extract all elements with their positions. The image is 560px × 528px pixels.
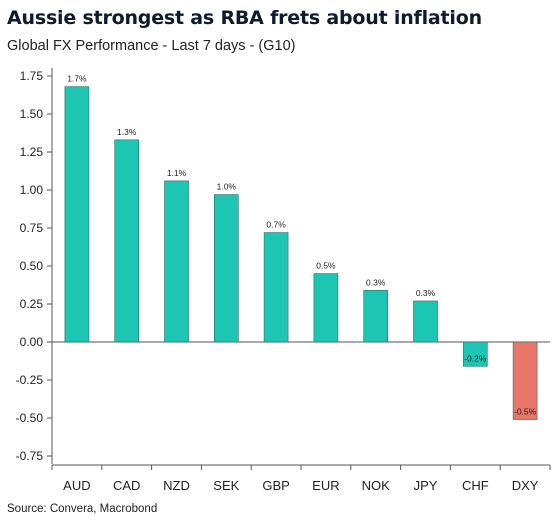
y-tick-label: -0.50 xyxy=(16,411,44,425)
y-tick-label: 0.75 xyxy=(20,221,44,235)
data-label-sek: 1.0% xyxy=(217,182,237,192)
data-label-dxy: -0.5% xyxy=(514,407,537,417)
chart-subtitle: Global FX Performance - Last 7 days - (G… xyxy=(7,38,296,54)
bar-nzd xyxy=(164,180,189,343)
y-tick-label: 1.50 xyxy=(20,107,44,121)
bar-sek xyxy=(214,194,239,343)
data-label-nok: 0.3% xyxy=(366,277,386,287)
y-tick-label: 1.25 xyxy=(20,145,44,159)
x-category-label-sek: SEK xyxy=(213,478,239,493)
x-category-label-nok: NOK xyxy=(362,478,391,493)
x-category-label-aud: AUD xyxy=(63,478,90,493)
bar-aud xyxy=(64,86,90,343)
data-label-gbp: 0.7% xyxy=(266,220,286,230)
x-category-label-nzd: NZD xyxy=(163,478,190,493)
x-category-label-chf: CHF xyxy=(462,478,489,493)
data-label-cad: 1.3% xyxy=(117,127,137,137)
x-category-label-gbp: GBP xyxy=(262,478,289,493)
x-category-label-dxy: DXY xyxy=(512,478,539,493)
data-label-jpy: 0.3% xyxy=(416,288,436,298)
bar-dxy xyxy=(512,341,538,420)
y-tick-label: 0.25 xyxy=(20,297,44,311)
x-category-label-cad: CAD xyxy=(113,478,140,493)
bar-cad xyxy=(114,139,139,343)
y-tick-label: 1.75 xyxy=(20,69,44,83)
data-label-eur: 0.5% xyxy=(316,261,336,271)
x-category-label-jpy: JPY xyxy=(414,478,438,493)
data-label-nzd: 1.1% xyxy=(167,168,187,178)
chart-title: Aussie strongest as RBA frets about infl… xyxy=(7,7,482,29)
bar-nok xyxy=(363,290,389,343)
y-tick-label: -0.25 xyxy=(16,373,44,387)
data-label-aud: 1.7% xyxy=(67,74,87,84)
bar-jpy xyxy=(413,300,438,343)
source-note: Source: Convera, Macrobond xyxy=(7,503,158,515)
bar-eur xyxy=(313,273,339,343)
x-category-label-eur: EUR xyxy=(312,478,339,493)
y-tick-label: -0.75 xyxy=(16,449,44,463)
y-tick-label: 0.50 xyxy=(20,259,44,273)
y-tick-label: 1.00 xyxy=(20,183,44,197)
bar-chf xyxy=(462,341,488,367)
bar-gbp xyxy=(263,232,289,343)
data-label-chf: -0.2% xyxy=(464,353,487,363)
y-tick-label: 0.00 xyxy=(20,335,44,349)
